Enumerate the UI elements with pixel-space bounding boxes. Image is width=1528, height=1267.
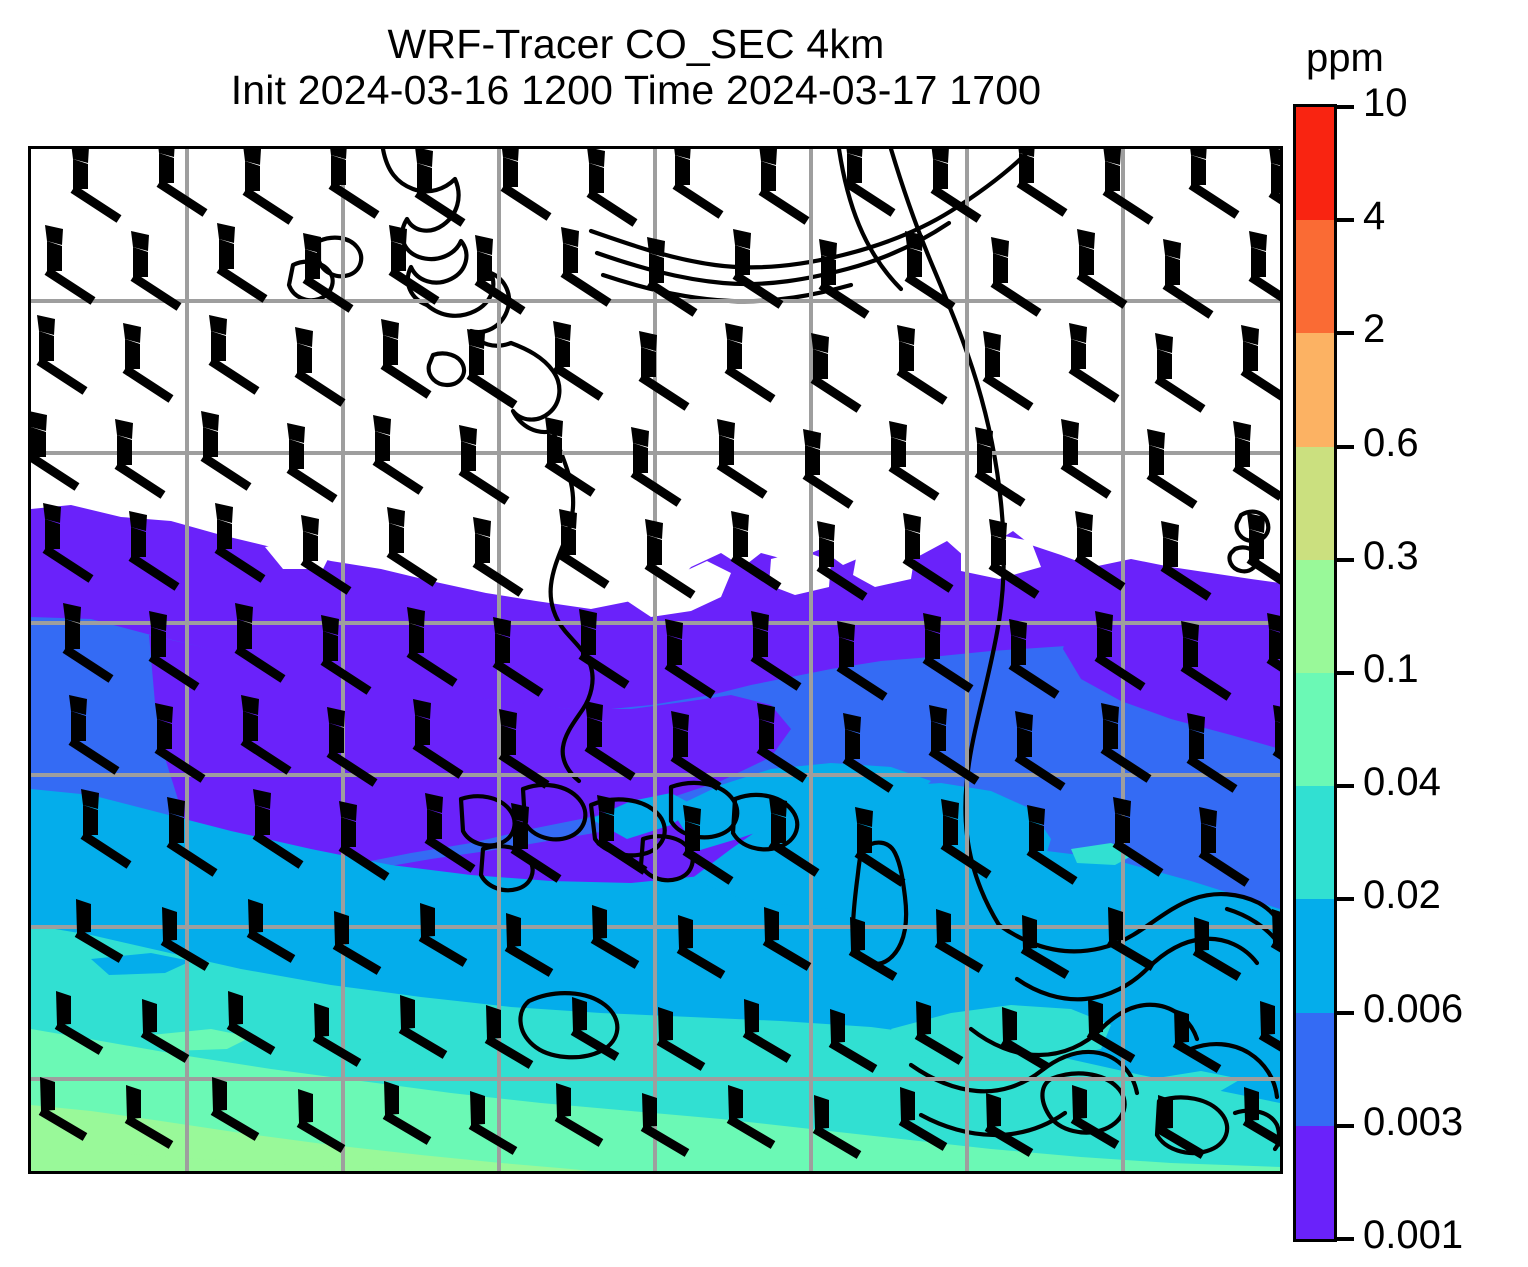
colorbar-tick-mark xyxy=(1337,218,1354,223)
colorbar-tick-label: 0.1 xyxy=(1363,647,1419,691)
colorbar-tick-mark xyxy=(1337,671,1354,675)
colorbar-tick-mark xyxy=(1337,105,1354,109)
coastline-archipelago-2 xyxy=(520,782,588,842)
fill-cyanblue-lobe2 xyxy=(671,763,931,851)
coastline-se-strip xyxy=(1188,1042,1280,1100)
coastline-river-main xyxy=(548,428,595,784)
colorbar-tick-mark xyxy=(1337,1123,1354,1128)
colorbar-tick-label: 0.04 xyxy=(1363,760,1441,805)
map-canvas xyxy=(31,149,1280,1171)
map-panel xyxy=(28,146,1283,1174)
coastline-se-coast xyxy=(996,891,1280,954)
colorbar-tick-label: 0.006 xyxy=(1363,986,1464,1031)
colorbar-band-0.006-0.02 xyxy=(1296,899,1334,1013)
colorbar-tick-mark xyxy=(1337,784,1354,789)
fill-notch-white-e xyxy=(1109,537,1280,569)
fill-violet-tongue xyxy=(149,635,791,901)
colorbar-tick-mark xyxy=(1337,1237,1354,1241)
chart-title-block: WRF-Tracer CO_SEC 4km Init 2024-03-16 12… xyxy=(0,21,1272,114)
fill-violet-right xyxy=(1063,617,1280,749)
colorbar-tick-mark xyxy=(1337,444,1354,449)
coastline-se-island-b xyxy=(1154,1095,1230,1156)
colorbar-band-0.02-0.04 xyxy=(1296,786,1334,900)
colorbar-band-0.003-0.006 xyxy=(1296,1012,1334,1126)
colorbar-tick-label: 0.6 xyxy=(1363,420,1419,465)
colorbar-tick-label: 0.001 xyxy=(1363,1213,1464,1257)
colorbar-tick-mark xyxy=(1337,331,1354,336)
colorbar-unit-label: ppm xyxy=(1306,36,1384,80)
colorbar-tick-label: 0.02 xyxy=(1363,873,1441,918)
coastline-island-long xyxy=(850,840,909,966)
colorbar-tick-list: 10 4 2 0.6 0.3 0.1 0.04 0.02 0.006 0.003 0.001 xyxy=(1337,83,1527,1255)
colorbar-band-0.001-0.003 xyxy=(1296,1125,1334,1239)
chart-title-line-1: WRF-Tracer CO_SEC 4km xyxy=(387,21,885,67)
coastline-estuary-top xyxy=(588,149,1034,270)
fill-band-01 xyxy=(31,1105,591,1171)
colorbar-tick-label: 2 xyxy=(1363,307,1386,352)
colorbar-band-0.3-0.6 xyxy=(1296,446,1334,560)
coastline-small-isle xyxy=(426,351,467,388)
fill-speck-b xyxy=(151,1029,251,1051)
colorbar-tick-label: 10 xyxy=(1363,81,1408,125)
coastline-se-peninsula xyxy=(908,1049,1140,1096)
coastline-estuary-top-4 xyxy=(836,149,904,292)
coastline-archipelago-7 xyxy=(478,844,535,893)
colorbar-band-0.6-2 xyxy=(1296,333,1334,447)
fill-notch-white-b xyxy=(769,551,831,595)
colorbar-tick-mark xyxy=(1337,1010,1354,1015)
colorbar-tick-label: 0.003 xyxy=(1363,1099,1464,1144)
colorbar-band-0.04-0.1 xyxy=(1296,672,1334,787)
colorbar-band-4-10 xyxy=(1296,107,1334,221)
colorbar-tick-label: 4 xyxy=(1363,194,1386,239)
coastline-archipelago-6 xyxy=(638,834,695,883)
colorbar-band-0.1-0.3 xyxy=(1296,559,1334,673)
colorbar-band-2-4 xyxy=(1296,220,1334,334)
fill-speck-f xyxy=(791,603,837,621)
coastline-archipelago-5 xyxy=(730,792,800,852)
colorbar-tick-mark xyxy=(1337,557,1354,562)
fill-speck-e xyxy=(1151,1071,1241,1093)
colorbar[interactable] xyxy=(1293,104,1337,1242)
fill-notch-white-c xyxy=(853,545,915,587)
fill-band-01b xyxy=(31,1149,451,1171)
coastline-tiny-isle-1 xyxy=(1234,509,1271,544)
coastline-se-island-a xyxy=(1040,1071,1127,1135)
colorbar-tick-mark xyxy=(1337,897,1354,902)
chart-title-line-2: Init 2024-03-16 1200 Time 2024-03-17 170… xyxy=(230,66,1042,113)
coastline-peninsula-1 xyxy=(508,340,562,435)
coastline-se-inner xyxy=(1014,936,1260,1002)
colorbar-tick-label: 0.3 xyxy=(1363,533,1419,578)
